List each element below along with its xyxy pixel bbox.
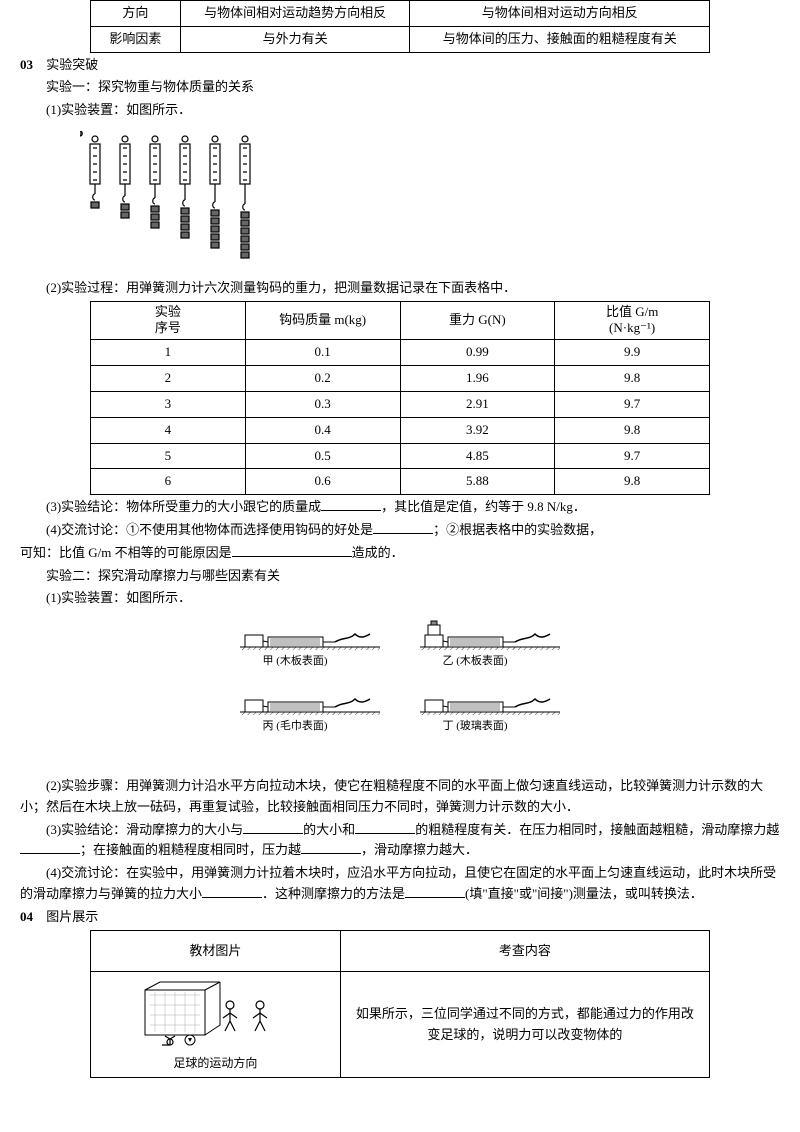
pt-content: 如果所示，三位同学通过不同的方式，都能通过力的作用改变足球的，说明力可以改变物体… bbox=[340, 972, 709, 1078]
exp2-p3a: (3)实验结论：滑动摩擦力的大小与 bbox=[46, 822, 243, 837]
dt-r5c3: 9.8 bbox=[555, 469, 710, 495]
dt-r3c2: 3.92 bbox=[400, 417, 555, 443]
section-04-heading: 04 图片展示 bbox=[20, 907, 780, 928]
exp1-p3b: ，其比值是定值，约等于 9.8 N/kg． bbox=[381, 499, 586, 514]
dt-r0c0: 1 bbox=[91, 340, 246, 366]
dt-h0: 实验 序号 bbox=[91, 301, 246, 340]
blank-8[interactable] bbox=[202, 885, 262, 898]
dt-r4c2: 4.85 bbox=[400, 443, 555, 469]
dt-h2: 重力 G(N) bbox=[400, 301, 555, 340]
dt-r1c0: 2 bbox=[91, 366, 246, 392]
label-d: 丁 (玻璃表面) bbox=[442, 718, 507, 732]
t1-r0c1: 与物体间相对运动趋势方向相反 bbox=[180, 1, 410, 27]
blank-9[interactable] bbox=[405, 885, 465, 898]
dt-r0c2: 0.99 bbox=[400, 340, 555, 366]
dt-h3: 比值 G/m (N·kg⁻¹) bbox=[555, 301, 710, 340]
dt-r0c1: 0.1 bbox=[245, 340, 400, 366]
friction-setup-diagram: 甲 (木板表面) 乙 (木板表面) 丙 (毛巾表面) 丁 (玻璃表面) bbox=[20, 619, 780, 766]
label-b: 乙 (木板表面) bbox=[442, 653, 507, 667]
exp1-title: 实验一：探究物重与物体质量的关系 bbox=[20, 77, 780, 98]
blank-5[interactable] bbox=[355, 821, 415, 834]
dt-r3c3: 9.8 bbox=[555, 417, 710, 443]
section-03-heading: 03 实验突破 bbox=[20, 55, 780, 76]
blank-1[interactable] bbox=[321, 498, 381, 511]
exp1-p4-line2: 可知：比值 G/m 不相等的可能原因是 造成的． bbox=[20, 543, 780, 564]
dt-r5c0: 6 bbox=[91, 469, 246, 495]
exp2-p4b: ．这种测摩擦力的方法是 bbox=[262, 886, 405, 901]
label-c: 丙 (毛巾表面) bbox=[262, 718, 327, 732]
exp2-p2: (2)实验步骤：用弹簧测力计沿水平方向拉动木块，使它在粗糙程度不同的水平面上做匀… bbox=[20, 776, 780, 818]
exp2-p3d: ；在接触面的粗糙程度相同时，压力越 bbox=[80, 842, 301, 857]
dt-r2c2: 2.91 bbox=[400, 391, 555, 417]
t1-r1c2: 与物体间的压力、接触面的粗糙程度有关 bbox=[410, 26, 710, 52]
exp2-p3c: 的粗糙程度有关．在压力相同时，接触面越粗糙，滑动摩擦力越 bbox=[415, 822, 779, 837]
exp2-p3b: 的大小和 bbox=[303, 822, 355, 837]
section-04-num: 04 bbox=[20, 909, 33, 924]
section-04-title: 图片展示 bbox=[46, 909, 98, 924]
dt-r1c1: 0.2 bbox=[245, 366, 400, 392]
exp1-p1: (1)实验装置：如图所示． bbox=[20, 100, 780, 121]
football-icon bbox=[140, 980, 290, 1050]
exp1-p4a: (4)交流讨论：①不使用其他物体而选择使用钩码的好处是 bbox=[46, 522, 373, 537]
t1-r0c0: 方向 bbox=[91, 1, 181, 27]
exp1-p3: (3)实验结论：物体所受重力的大小跟它的质量成 ，其比值是定值，约等于 9.8 N… bbox=[20, 497, 780, 518]
dt-r2c0: 3 bbox=[91, 391, 246, 417]
dt-r4c0: 5 bbox=[91, 443, 246, 469]
dt-r5c2: 5.88 bbox=[400, 469, 555, 495]
dt-r3c0: 4 bbox=[91, 417, 246, 443]
dt-r0c3: 9.9 bbox=[555, 340, 710, 366]
section-03-num: 03 bbox=[20, 57, 33, 72]
dt-r1c2: 1.96 bbox=[400, 366, 555, 392]
exp2-p4c: (填"直接"或"间接")测量法，或叫转换法． bbox=[465, 886, 703, 901]
spring-scale-diagram bbox=[80, 131, 780, 268]
exp2-p3: (3)实验结论：滑动摩擦力的大小与 的大小和 的粗糙程度有关．在压力相同时，接触面越… bbox=[20, 820, 780, 862]
dt-r4c1: 0.5 bbox=[245, 443, 400, 469]
dt-r1c3: 9.8 bbox=[555, 366, 710, 392]
pt-h1: 考查内容 bbox=[340, 930, 709, 972]
t1-r1c0: 影响因素 bbox=[91, 26, 181, 52]
exp1-p4d: 造成的． bbox=[352, 545, 404, 560]
exp1-p4b: ；②根据表格中的实验数据， bbox=[433, 522, 602, 537]
dt-h1: 钩码质量 m(kg) bbox=[245, 301, 400, 340]
blank-7[interactable] bbox=[301, 841, 361, 854]
exp1-p4-line1: (4)交流讨论：①不使用其他物体而选择使用钩码的好处是 ；②根据表格中的实验数据， bbox=[20, 520, 780, 541]
picture-table: 教材图片 考查内容 足球的运动方向 如果所示，三位同学通过不同的方式，都能通过力… bbox=[90, 930, 710, 1079]
t1-r1c1: 与外力有关 bbox=[180, 26, 410, 52]
label-a: 甲 (木板表面) bbox=[262, 653, 327, 667]
section-03-title: 实验突破 bbox=[46, 57, 98, 72]
t1-r0c2: 与物体间相对运动方向相反 bbox=[410, 1, 710, 27]
exp2-p3e: ，滑动摩擦力越大． bbox=[361, 842, 478, 857]
dt-r2c3: 9.7 bbox=[555, 391, 710, 417]
exp1-p3a: (3)实验结论：物体所受重力的大小跟它的质量成 bbox=[46, 499, 321, 514]
dt-r2c1: 0.3 bbox=[245, 391, 400, 417]
exp1-p4c: 可知：比值 G/m 不相等的可能原因是 bbox=[20, 545, 232, 560]
direction-factor-table: 方向 与物体间相对运动趋势方向相反 与物体间相对运动方向相反 影响因素 与外力有… bbox=[90, 0, 710, 53]
football-cell: 足球的运动方向 bbox=[91, 972, 341, 1078]
exp1-p2: (2)实验过程：用弹簧测力计六次测量钩码的重力，把测量数据记录在下面表格中． bbox=[20, 278, 780, 299]
dt-r5c1: 0.6 bbox=[245, 469, 400, 495]
exp2-p1: (1)实验装置：如图所示． bbox=[20, 588, 780, 609]
blank-2[interactable] bbox=[373, 521, 433, 534]
pt-h0: 教材图片 bbox=[91, 930, 341, 972]
blank-6[interactable] bbox=[20, 841, 80, 854]
blank-4[interactable] bbox=[243, 821, 303, 834]
exp2-title: 实验二：探究滑动摩擦力与哪些因素有关 bbox=[20, 566, 780, 587]
football-caption: 足球的运动方向 bbox=[95, 1054, 336, 1073]
dt-r4c3: 9.7 bbox=[555, 443, 710, 469]
blank-3[interactable] bbox=[232, 544, 352, 557]
exp2-p4: (4)交流讨论：在实验中，用弹簧测力计拉着木块时，应沿水平方向拉动，且使它在固定… bbox=[20, 863, 780, 905]
dt-r3c1: 0.4 bbox=[245, 417, 400, 443]
exp1-data-table: 实验 序号 钩码质量 m(kg) 重力 G(N) 比值 G/m (N·kg⁻¹)… bbox=[90, 301, 710, 496]
